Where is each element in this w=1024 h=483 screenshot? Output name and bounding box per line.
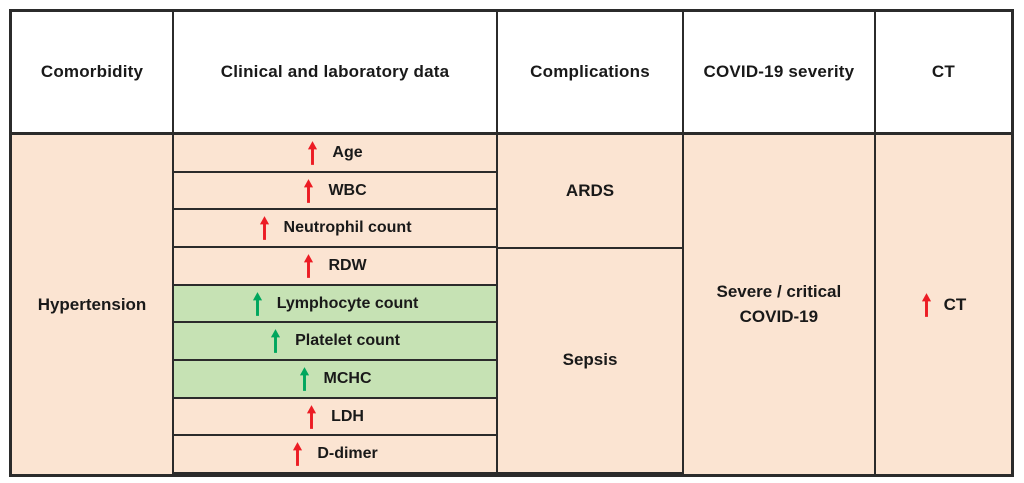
complication-cell: ARDS	[498, 135, 682, 249]
up-arrow-icon	[303, 178, 314, 203]
header-ct: CT	[875, 12, 1011, 135]
clinical-row: Neutrophil count	[174, 210, 497, 249]
header-ct-label: CT	[931, 62, 955, 81]
summary-table: Comorbidity Clinical and laboratory data…	[9, 9, 1014, 477]
complications-column: ARDS Sepsis	[498, 135, 684, 474]
header-clinical-data: Clinical and laboratory data	[174, 12, 499, 135]
header-covid-severity-label: COVID-19 severity	[703, 62, 855, 81]
complication-cell: Sepsis	[498, 248, 682, 472]
clinical-row-label: Lymphocyte count	[276, 294, 419, 312]
clinical-row-label: RDW	[328, 256, 367, 274]
up-arrow-icon	[306, 404, 317, 429]
header-clinical-data-label: Clinical and laboratory data	[220, 62, 450, 81]
up-arrow-icon	[292, 442, 303, 467]
clinical-row-label: D-dimer	[317, 445, 378, 463]
clinical-row: MCHC	[174, 361, 497, 399]
covid-severity-cell: Severe / critical COVID-19	[683, 135, 876, 474]
complication-label: ARDS	[565, 180, 615, 200]
clinical-row: D-dimer	[174, 436, 497, 473]
severity-line2: COVID-19	[739, 306, 819, 326]
clinical-row: LDH	[174, 398, 497, 437]
complication-label: Sepsis	[562, 350, 618, 370]
header-covid-severity: COVID-19 severity	[683, 12, 876, 135]
clinical-row: Platelet count	[174, 323, 497, 362]
up-arrow-icon	[307, 140, 318, 165]
clinical-row: RDW	[174, 248, 497, 286]
header-complications: Complications	[498, 12, 684, 135]
up-arrow-icon	[259, 216, 270, 241]
clinical-row: Age	[174, 135, 497, 173]
clinical-row-label: Neutrophil count	[283, 219, 412, 237]
ct-cell: CT	[875, 135, 1011, 474]
up-arrow-icon	[303, 253, 314, 278]
ct-value: CT	[943, 294, 967, 314]
severity-line1: Severe / critical	[716, 281, 842, 301]
clinical-row: WBC	[174, 172, 497, 211]
clinical-row-label: Platelet count	[295, 332, 400, 350]
up-arrow-icon	[252, 291, 263, 316]
up-arrow-icon	[299, 366, 310, 391]
clinical-row: Lymphocyte count	[174, 285, 497, 324]
comorbidity-value: Hypertension	[37, 294, 147, 314]
covid-severity-value: Severe / critical COVID-19	[716, 280, 841, 329]
up-arrow-icon	[921, 292, 932, 317]
clinical-row-label: Age	[332, 143, 363, 161]
header-comorbidity-label: Comorbidity	[40, 62, 144, 81]
header-complications-label: Complications	[530, 62, 650, 81]
header-comorbidity: Comorbidity	[12, 12, 175, 135]
clinical-row-label: MCHC	[323, 369, 372, 387]
clinical-row-label: WBC	[328, 181, 367, 199]
clinical-row-label: LDH	[331, 407, 364, 425]
clinical-data-column: Age WBC Neutrophil count RDW Lymphocyte …	[174, 135, 499, 474]
ct-finding: CT	[921, 292, 967, 317]
comorbidity-cell: Hypertension	[12, 135, 175, 474]
up-arrow-icon	[270, 329, 281, 354]
